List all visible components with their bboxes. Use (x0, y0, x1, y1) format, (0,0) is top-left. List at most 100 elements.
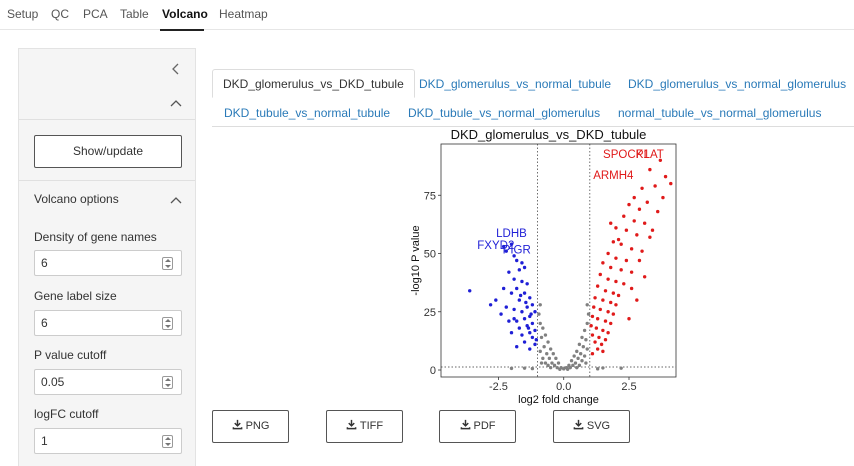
density-input[interactable]: 6 (34, 250, 182, 276)
data-point-ns (585, 347, 589, 351)
tab-dkd-glomerulus-vs-normal-glomerulus[interactable]: DKD_glomerulus_vs_normal_glomerulus (628, 77, 847, 91)
download-pdf-button[interactable]: PDF (439, 410, 516, 443)
data-point-up (642, 275, 647, 279)
data-point-ns (581, 345, 586, 349)
tab-normal-tubule-vs-normal-glomerulus[interactable]: normal_tubule_vs_normal_glomerulus (618, 106, 822, 120)
data-point-ns (543, 333, 548, 337)
spinner-icon[interactable] (162, 435, 173, 448)
spinner-icon[interactable] (162, 376, 173, 389)
download-icon (232, 419, 242, 430)
data-point-down (525, 282, 529, 286)
data-point-ns (558, 367, 562, 372)
data-point-ns (580, 335, 584, 340)
y-axis-title: -log10 P value (410, 225, 422, 295)
data-point-ns (576, 356, 580, 361)
x-axis-title: log2 fold change (518, 394, 599, 406)
data-point-ns (538, 303, 542, 307)
tab-volcano[interactable]: Volcano (162, 7, 208, 21)
data-point-up (640, 186, 644, 190)
pvalue-input[interactable]: 0.05 (34, 369, 182, 395)
volcano-plot-svg: DKD_glomerulus_vs_DKD_tubule -2.5 0.0 2.5 0 2… (410, 127, 677, 406)
data-point-ns (530, 366, 535, 371)
data-point-down (520, 261, 524, 265)
data-point-down (507, 270, 511, 274)
data-point-up (598, 272, 602, 277)
volcano-options-title[interactable]: Volcano options (34, 192, 119, 206)
data-point-down (501, 244, 506, 249)
data-point-up (595, 317, 600, 321)
data-point-up (648, 167, 652, 172)
data-point-ns (585, 321, 589, 326)
chevron-left-icon[interactable] (169, 61, 183, 77)
sidebar-panel: Show/update Volcano options Density of g… (18, 48, 196, 466)
x-tick-label: 0.0 (556, 381, 571, 393)
sidebar-divider (19, 180, 195, 181)
pvalue-value: 0.05 (41, 375, 65, 389)
data-point-up (594, 326, 599, 330)
data-point-down (525, 305, 529, 309)
data-point-up (590, 352, 595, 356)
x-tick-label: -2.5 (489, 381, 508, 393)
logfc-label: logFC cutoff (34, 407, 99, 421)
tab-dkd-tubule-vs-normal-tubule[interactable]: DKD_tubule_vs_normal_tubule (224, 106, 391, 120)
data-point-up (601, 349, 605, 354)
download-png-label: PNG (245, 420, 270, 432)
data-point-up (595, 347, 600, 351)
show-update-button[interactable]: Show/update (34, 135, 182, 168)
download-tiff-button[interactable]: TIFF (326, 410, 403, 443)
data-point-up (593, 296, 597, 300)
chevron-up-icon[interactable] (168, 192, 184, 208)
data-point-ns (573, 361, 578, 365)
tab-pca[interactable]: PCA (83, 7, 108, 21)
chart-title: DKD_glomerulus_vs_DKD_tubule (451, 127, 647, 142)
data-point-up (595, 284, 600, 288)
tab-qc[interactable]: QC (51, 7, 69, 21)
data-point-down (499, 312, 503, 316)
tab-table[interactable]: Table (120, 7, 149, 21)
download-svg-button[interactable]: SVG (553, 410, 630, 443)
data-point-down (515, 286, 519, 291)
tab-heatmap[interactable]: Heatmap (219, 7, 268, 21)
data-point-up (637, 258, 642, 263)
data-point-down (522, 317, 527, 321)
download-pdf-label: PDF (473, 420, 496, 432)
data-point-ns (585, 303, 589, 307)
data-point-ns (601, 366, 605, 370)
download-png-button[interactable]: PNG (212, 410, 289, 443)
tab-dkd-glomerulus-vs-dkd-tubule[interactable]: DKD_glomerulus_vs_DKD_tubule (212, 69, 415, 98)
spinner-icon[interactable] (162, 317, 173, 330)
data-point-ns (577, 363, 582, 368)
data-point-up (597, 335, 601, 340)
data-point-ns (568, 365, 572, 370)
gene-label: FXYD2 (477, 240, 514, 252)
data-point-up (611, 240, 616, 244)
data-point-ns (548, 365, 553, 370)
data-point-down (533, 310, 537, 314)
data-point-ns (522, 366, 527, 370)
data-point-down (504, 249, 508, 253)
data-point-up (603, 289, 608, 293)
logfc-input[interactable]: 1 (34, 428, 182, 454)
data-point-up (627, 317, 631, 321)
tab-dkd-tubule-vs-normal-glomerulus[interactable]: DKD_tubule_vs_normal_glomerulus (408, 106, 601, 120)
data-point-down (522, 291, 527, 295)
data-point-up (642, 221, 647, 225)
data-point-down (488, 303, 493, 307)
data-point-down (512, 317, 516, 321)
tab-dkd-glomerulus-vs-normal-tubule[interactable]: DKD_glomerulus_vs_normal_tubule (419, 77, 612, 91)
data-point-up (598, 307, 602, 312)
density-value: 6 (41, 256, 48, 270)
spinner-icon[interactable] (162, 257, 173, 270)
data-point-down (530, 335, 535, 340)
data-point-up (592, 305, 596, 309)
data-point-ns (546, 340, 550, 344)
tab-setup[interactable]: Setup (7, 7, 39, 21)
download-icon (460, 419, 470, 430)
data-point-ns (538, 321, 542, 326)
y-tick-label: 25 (424, 307, 436, 319)
data-point-ns (539, 335, 544, 340)
label-size-input[interactable]: 6 (34, 310, 182, 336)
data-point-ns (584, 338, 588, 342)
chevron-up-icon[interactable] (168, 95, 184, 111)
download-icon (573, 419, 584, 430)
